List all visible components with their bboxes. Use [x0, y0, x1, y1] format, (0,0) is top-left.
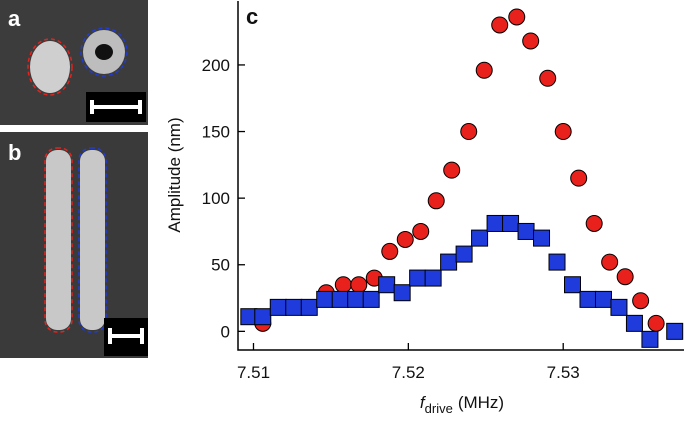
circle-marker: [522, 32, 540, 50]
y-tick-label: 150: [202, 123, 230, 142]
rod: [46, 150, 71, 330]
x-tick-label: 7.51: [237, 363, 270, 382]
square-marker: [625, 314, 643, 332]
y-tick-label: 0: [221, 322, 230, 341]
square-marker: [254, 308, 272, 326]
circle-marker: [350, 276, 368, 294]
square-marker: [548, 253, 566, 271]
x-axis-label: fdrive (MHz): [420, 393, 504, 416]
square-marker: [564, 276, 581, 294]
circle-marker: [334, 276, 352, 294]
square-marker: [666, 322, 684, 340]
square-marker: [579, 290, 597, 308]
circle-marker: [632, 292, 650, 310]
circle-marker: [601, 253, 619, 271]
square-marker: [502, 214, 520, 232]
circle-marker: [539, 69, 557, 87]
square-marker: [440, 253, 458, 271]
circle-marker: [647, 314, 665, 332]
square-marker: [331, 290, 349, 308]
x-tick-label: 7.53: [547, 363, 580, 382]
circle-marker: [554, 123, 572, 141]
outline: [80, 27, 128, 77]
outline: [78, 147, 107, 333]
square-marker: [610, 298, 628, 316]
square-marker: [378, 276, 396, 294]
square-marker: [641, 330, 659, 348]
circle-marker: [585, 214, 603, 232]
outline: [44, 147, 73, 333]
scale-bar: [90, 100, 142, 114]
circle-marker: [570, 169, 588, 187]
circle-marker: [475, 61, 493, 79]
square-marker: [347, 290, 365, 308]
panel-label: b: [8, 140, 21, 165]
x-tick-label: 7.52: [392, 363, 425, 382]
square-marker: [471, 229, 489, 247]
square-marker: [362, 290, 380, 308]
square-marker: [486, 214, 504, 232]
square-marker: [424, 269, 442, 287]
square-marker: [455, 245, 473, 263]
x-label-subscript: drive: [425, 401, 453, 416]
panel-label: a: [8, 6, 21, 31]
scale-bar: [108, 328, 144, 344]
circle-marker: [412, 222, 430, 240]
panel-a: a: [0, 0, 148, 125]
circle-marker: [616, 268, 634, 286]
panel-c: c Amplitude (nm) fdrive (MHz): [165, 4, 504, 416]
circle-marker: [460, 123, 478, 141]
circle-marker: [396, 230, 414, 248]
square-marker: [269, 298, 287, 316]
circle-marker: [491, 16, 509, 34]
square-marker: [517, 222, 535, 240]
circle-marker: [508, 8, 526, 26]
square-marker: [533, 229, 551, 247]
panel-label: c: [246, 4, 258, 29]
y-tick-label: 50: [211, 256, 230, 275]
panel-b: b: [0, 132, 148, 358]
rod: [80, 150, 105, 330]
particle: [30, 41, 70, 93]
y-axis-label: Amplitude (nm): [165, 117, 184, 232]
circle-marker: [427, 192, 445, 210]
square-marker: [393, 284, 411, 302]
square-marker: [285, 298, 303, 316]
square-marker: [409, 269, 427, 287]
square-marker: [594, 290, 612, 308]
particle-core: [95, 44, 113, 60]
square-marker: [316, 290, 334, 308]
x-label-symbol: f: [420, 393, 427, 412]
y-tick-label: 100: [202, 189, 230, 208]
square-marker: [300, 298, 318, 316]
circle-marker: [381, 242, 399, 260]
x-label-unit: (MHz): [458, 393, 504, 412]
outline: [27, 38, 73, 96]
axis-frame: [237, 1, 684, 351]
circle-marker: [443, 161, 461, 179]
y-tick-label: 200: [202, 56, 230, 75]
